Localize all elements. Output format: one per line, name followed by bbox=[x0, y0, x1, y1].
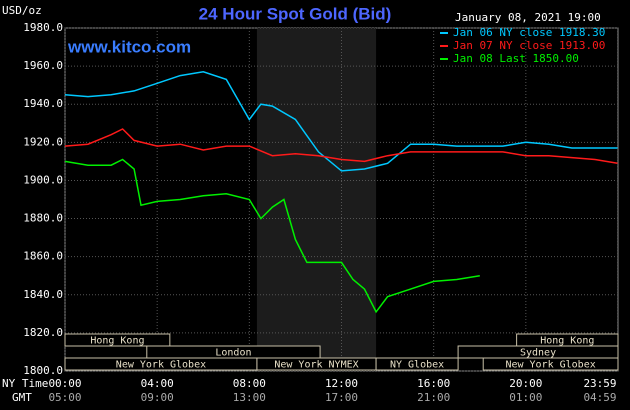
y-tick-label: 1860.0 bbox=[23, 250, 63, 263]
y-tick-label: 1940.0 bbox=[23, 97, 63, 110]
x2-tick-label: 05:00 bbox=[48, 391, 81, 404]
x2-tick-label: 21:00 bbox=[417, 391, 450, 404]
x-axis-label: NY Time bbox=[2, 377, 48, 390]
shaded-session bbox=[256, 28, 377, 371]
session-box bbox=[482, 357, 619, 371]
session-label: NY Globex bbox=[390, 360, 444, 371]
legend-label: Jan 07 NY close 1913.00 bbox=[453, 39, 605, 52]
session-label: New York NYMEX bbox=[274, 360, 358, 371]
session-label: London bbox=[215, 348, 251, 359]
y-tick-label: 1980.0 bbox=[23, 21, 63, 34]
series-line bbox=[64, 158, 480, 314]
watermark: www.kitco.com bbox=[67, 37, 191, 56]
x-tick-label: 12:00 bbox=[325, 377, 358, 390]
x-tick-label: 20:00 bbox=[509, 377, 542, 390]
x2-tick-label: 09:00 bbox=[141, 391, 174, 404]
y-tick-label: 1900.0 bbox=[23, 173, 63, 186]
legend-label: Jan 08 Last 1850.00 bbox=[453, 52, 579, 65]
x2-tick-label: 04:59 bbox=[583, 391, 616, 404]
session-label: New York Globex bbox=[116, 360, 206, 371]
series-line bbox=[64, 71, 618, 172]
date-label: January 08, 2021 19:00 bbox=[455, 11, 601, 24]
session-box bbox=[64, 333, 171, 347]
y-tick-label: 1800.0 bbox=[23, 364, 63, 377]
x2-tick-label: 01:00 bbox=[509, 391, 542, 404]
x2-tick-label: 17:00 bbox=[325, 391, 358, 404]
session-label: Hong Kong bbox=[540, 336, 594, 347]
x2-axis-label: GMT bbox=[12, 391, 32, 404]
legend-label: Jan 06 NY close 1918.30 bbox=[453, 26, 605, 39]
x-tick-label: 16:00 bbox=[417, 377, 450, 390]
x-tick-label: 04:00 bbox=[141, 377, 174, 390]
session-label: Sydney bbox=[520, 348, 556, 359]
session-label: Hong Kong bbox=[90, 336, 144, 347]
x-tick-label: 00:00 bbox=[48, 377, 81, 390]
chart-title: 24 Hour Spot Gold (Bid) bbox=[199, 4, 392, 23]
y-tick-label: 1920.0 bbox=[23, 135, 63, 148]
y-tick-label: 1880.0 bbox=[23, 212, 63, 225]
series-line bbox=[64, 128, 618, 165]
x-tick-label: 08:00 bbox=[233, 377, 266, 390]
x-tick-label: 23:59 bbox=[583, 377, 616, 390]
session-label: New York Globex bbox=[505, 360, 595, 371]
y-tick-label: 1960.0 bbox=[23, 59, 63, 72]
y-tick-label: 1820.0 bbox=[23, 326, 63, 339]
unit-label: USD/oz bbox=[2, 4, 42, 17]
y-tick-label: 1840.0 bbox=[23, 288, 63, 301]
session-box bbox=[375, 357, 459, 371]
x2-tick-label: 13:00 bbox=[233, 391, 266, 404]
